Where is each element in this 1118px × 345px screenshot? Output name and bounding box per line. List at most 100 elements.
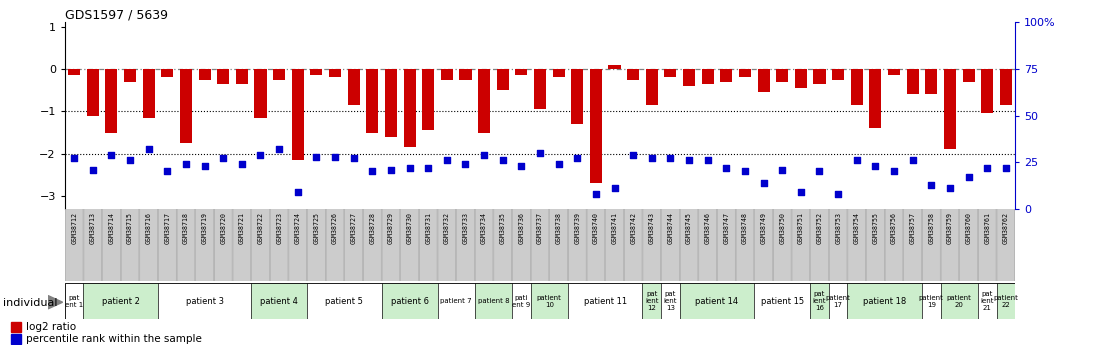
Text: pat
ient
12: pat ient 12: [645, 291, 659, 311]
Text: pati
ent 9: pati ent 9: [512, 295, 530, 307]
Bar: [590, 69, 601, 183]
Point: [978, 165, 996, 170]
Polygon shape: [48, 296, 63, 309]
FancyBboxPatch shape: [252, 283, 307, 319]
Text: GSM38754: GSM38754: [854, 211, 860, 244]
FancyBboxPatch shape: [382, 208, 400, 282]
FancyBboxPatch shape: [978, 283, 996, 319]
Text: GSM38753: GSM38753: [835, 211, 841, 244]
FancyBboxPatch shape: [959, 208, 977, 282]
Text: GSM38741: GSM38741: [612, 211, 617, 244]
Text: patient
10: patient 10: [537, 295, 561, 307]
Text: pat
ent 1: pat ent 1: [65, 295, 83, 307]
FancyBboxPatch shape: [587, 208, 605, 282]
Text: patient
20: patient 20: [947, 295, 972, 307]
Text: GSM38755: GSM38755: [872, 211, 879, 244]
FancyBboxPatch shape: [400, 208, 418, 282]
FancyBboxPatch shape: [568, 208, 586, 282]
FancyBboxPatch shape: [494, 208, 512, 282]
FancyBboxPatch shape: [811, 208, 828, 282]
FancyBboxPatch shape: [326, 208, 344, 282]
FancyBboxPatch shape: [363, 208, 381, 282]
FancyBboxPatch shape: [941, 208, 959, 282]
Text: GSM38717: GSM38717: [164, 211, 170, 244]
FancyBboxPatch shape: [288, 208, 306, 282]
Text: GSM38761: GSM38761: [984, 211, 991, 244]
Point: [959, 174, 977, 180]
Point: [344, 156, 362, 161]
Text: GSM38736: GSM38736: [519, 211, 524, 244]
FancyBboxPatch shape: [233, 208, 250, 282]
Point: [400, 165, 418, 170]
FancyBboxPatch shape: [65, 283, 84, 319]
Point: [624, 152, 642, 157]
Bar: [385, 69, 397, 137]
Text: GSM38740: GSM38740: [593, 211, 599, 244]
Bar: [255, 69, 266, 118]
FancyBboxPatch shape: [215, 208, 233, 282]
Point: [718, 165, 736, 170]
Text: GSM38729: GSM38729: [388, 211, 394, 244]
Bar: [739, 69, 751, 78]
FancyBboxPatch shape: [307, 283, 381, 319]
Text: GSM38725: GSM38725: [313, 211, 320, 244]
Text: GSM38722: GSM38722: [257, 211, 264, 244]
FancyBboxPatch shape: [568, 283, 643, 319]
Text: patient
17: patient 17: [826, 295, 851, 307]
FancyBboxPatch shape: [643, 208, 661, 282]
FancyBboxPatch shape: [755, 208, 773, 282]
FancyBboxPatch shape: [84, 208, 102, 282]
FancyBboxPatch shape: [680, 283, 755, 319]
FancyBboxPatch shape: [456, 208, 474, 282]
FancyBboxPatch shape: [475, 283, 512, 319]
FancyBboxPatch shape: [512, 208, 530, 282]
Point: [307, 154, 325, 159]
Point: [922, 182, 940, 187]
Point: [382, 167, 400, 172]
Text: GSM38724: GSM38724: [295, 211, 301, 244]
FancyBboxPatch shape: [606, 208, 624, 282]
Text: patient 4: patient 4: [260, 296, 299, 306]
Point: [568, 156, 586, 161]
Bar: [702, 69, 713, 84]
FancyBboxPatch shape: [196, 208, 214, 282]
Point: [997, 165, 1015, 170]
FancyBboxPatch shape: [419, 208, 437, 282]
FancyBboxPatch shape: [438, 208, 456, 282]
Text: GSM38732: GSM38732: [444, 211, 449, 244]
Point: [159, 169, 177, 174]
FancyBboxPatch shape: [847, 283, 922, 319]
Text: GSM38712: GSM38712: [72, 211, 77, 244]
Text: patient
22: patient 22: [994, 295, 1018, 307]
FancyBboxPatch shape: [158, 283, 252, 319]
Text: GSM38728: GSM38728: [369, 211, 376, 244]
Bar: [199, 69, 210, 80]
Text: patient 15: patient 15: [760, 296, 804, 306]
Text: GSM38742: GSM38742: [631, 211, 636, 244]
FancyBboxPatch shape: [922, 208, 940, 282]
FancyBboxPatch shape: [774, 208, 792, 282]
Bar: [851, 69, 863, 105]
FancyBboxPatch shape: [736, 208, 754, 282]
Text: GSM38745: GSM38745: [686, 211, 692, 244]
Bar: [236, 69, 248, 84]
Bar: [683, 69, 695, 86]
Bar: [161, 69, 173, 78]
Text: GSM38762: GSM38762: [1003, 211, 1008, 244]
Point: [531, 150, 549, 156]
Point: [830, 191, 847, 197]
Bar: [87, 69, 98, 116]
Text: GSM38726: GSM38726: [332, 211, 338, 244]
Text: GSM38739: GSM38739: [575, 211, 580, 244]
Bar: [404, 69, 416, 147]
Point: [774, 167, 792, 172]
Point: [326, 154, 344, 159]
Point: [885, 169, 903, 174]
FancyBboxPatch shape: [271, 208, 288, 282]
Bar: [180, 69, 192, 143]
Point: [196, 163, 214, 169]
FancyBboxPatch shape: [512, 283, 531, 319]
Bar: [329, 69, 341, 78]
FancyBboxPatch shape: [940, 283, 978, 319]
Bar: [795, 69, 807, 88]
